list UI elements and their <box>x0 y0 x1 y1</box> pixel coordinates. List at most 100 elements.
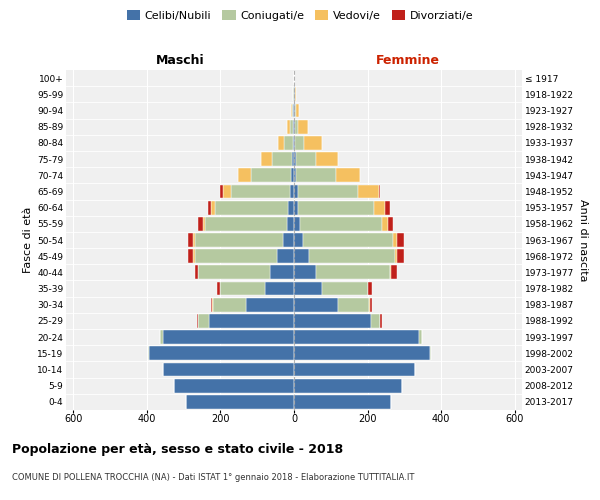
Bar <box>397 233 404 247</box>
Bar <box>303 233 393 247</box>
Bar <box>294 217 299 230</box>
Bar <box>298 184 358 198</box>
Bar <box>163 362 294 376</box>
Bar <box>251 168 291 182</box>
Bar <box>220 184 223 198</box>
Bar <box>296 168 336 182</box>
Bar <box>293 136 294 149</box>
Bar <box>294 168 296 182</box>
Bar <box>278 136 284 149</box>
Bar <box>199 314 209 328</box>
Bar <box>299 217 382 230</box>
Bar <box>389 266 391 280</box>
Bar <box>277 250 294 263</box>
Bar <box>294 120 295 134</box>
Bar <box>213 298 246 312</box>
Bar <box>322 282 368 296</box>
Bar <box>294 314 371 328</box>
Bar <box>368 282 372 296</box>
Bar <box>294 104 295 118</box>
Bar <box>148 346 149 360</box>
Bar <box>175 379 294 392</box>
Bar <box>292 152 294 166</box>
Bar <box>295 136 304 149</box>
Bar <box>160 330 163 344</box>
Bar <box>284 136 293 149</box>
Bar <box>195 233 283 247</box>
Bar <box>287 120 290 134</box>
Bar <box>316 266 389 280</box>
Bar <box>395 250 397 263</box>
Text: COMUNE DI POLLENA TROCCHIA (NA) - Dati ISTAT 1° gennaio 2018 - Elaborazione TUTT: COMUNE DI POLLENA TROCCHIA (NA) - Dati I… <box>12 472 415 482</box>
Bar <box>430 346 431 360</box>
Bar <box>188 233 193 247</box>
Bar <box>309 250 395 263</box>
Text: Popolazione per età, sesso e stato civile - 2018: Popolazione per età, sesso e stato civil… <box>12 442 343 456</box>
Bar <box>419 330 422 344</box>
Bar <box>195 250 277 263</box>
Bar <box>149 346 294 360</box>
Bar <box>298 200 374 214</box>
Bar <box>296 104 299 118</box>
Bar <box>199 266 270 280</box>
Bar <box>195 266 197 280</box>
Bar <box>197 266 199 280</box>
Bar <box>212 298 213 312</box>
Bar <box>265 282 294 296</box>
Bar <box>293 104 294 118</box>
Bar <box>246 298 294 312</box>
Bar <box>385 200 391 214</box>
Bar <box>336 168 360 182</box>
Legend: Celibi/Nubili, Coniugati/e, Vedovi/e, Divorziati/e: Celibi/Nubili, Coniugati/e, Vedovi/e, Di… <box>124 8 476 23</box>
Bar <box>217 282 220 296</box>
Bar <box>397 250 404 263</box>
Bar <box>296 152 316 166</box>
Bar <box>215 200 289 214</box>
Bar <box>382 217 388 230</box>
Bar <box>294 250 309 263</box>
Bar <box>223 184 231 198</box>
Bar <box>291 168 294 182</box>
Bar <box>294 152 296 166</box>
Y-axis label: Fasce di età: Fasce di età <box>23 207 33 273</box>
Bar <box>374 200 385 214</box>
Bar <box>185 395 294 409</box>
Bar <box>294 346 430 360</box>
Bar <box>238 168 251 182</box>
Y-axis label: Anni di nascita: Anni di nascita <box>578 198 588 281</box>
Bar <box>388 217 393 230</box>
Bar <box>211 298 212 312</box>
Bar <box>294 330 419 344</box>
Text: Femmine: Femmine <box>376 54 440 66</box>
Bar <box>294 184 298 198</box>
Text: Maschi: Maschi <box>155 54 205 66</box>
Bar <box>272 152 292 166</box>
Bar <box>205 217 287 230</box>
Bar <box>294 233 303 247</box>
Bar <box>294 200 298 214</box>
Bar <box>371 314 380 328</box>
Bar <box>193 233 195 247</box>
Bar <box>290 184 294 198</box>
Bar <box>294 282 322 296</box>
Bar <box>295 120 298 134</box>
Bar <box>294 266 316 280</box>
Bar <box>283 233 294 247</box>
Bar <box>197 314 199 328</box>
Bar <box>391 266 397 280</box>
Bar <box>380 314 382 328</box>
Bar <box>338 298 370 312</box>
Bar <box>270 266 294 280</box>
Bar <box>298 120 308 134</box>
Bar <box>393 233 397 247</box>
Bar <box>295 104 296 118</box>
Bar <box>294 379 403 392</box>
Bar <box>211 200 215 214</box>
Bar <box>292 104 293 118</box>
Bar <box>290 120 293 134</box>
Bar <box>289 200 294 214</box>
Bar <box>163 330 294 344</box>
Bar <box>293 120 294 134</box>
Bar <box>199 217 203 230</box>
Bar <box>208 200 211 214</box>
